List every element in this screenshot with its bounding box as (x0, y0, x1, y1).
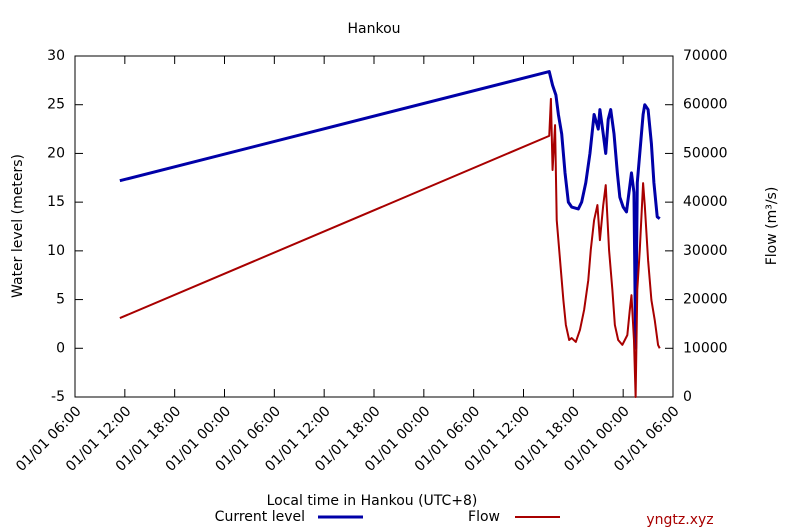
y2-tick-label: 10000 (683, 340, 728, 356)
y-tick-label: 30 (47, 48, 65, 64)
y2-tick-label: 30000 (683, 243, 728, 259)
y-tick-label: 5 (56, 292, 65, 308)
legend-label: Flow (468, 509, 500, 525)
y-tick-label: 25 (47, 97, 65, 113)
legend-label: Current level (215, 509, 305, 525)
y2-tick-label: 70000 (683, 48, 728, 64)
y2-tick-label: 50000 (683, 145, 728, 161)
y-tick-label: 20 (47, 145, 65, 161)
y-tick-label: 0 (56, 340, 65, 356)
y-tick-label: 10 (47, 243, 65, 259)
watermark: yngtz.xyz (646, 512, 713, 528)
plot-frame (74, 55, 674, 398)
y2-tick-label: 0 (683, 389, 692, 405)
y-tick-label: 15 (47, 194, 65, 210)
y2-tick-label: 20000 (683, 292, 728, 308)
x-axis-label: Local time in Hankou (UTC+8) (267, 493, 478, 509)
y2-axis-label: Flow (m³/s) (764, 187, 780, 266)
y2-tick-label: 40000 (683, 194, 728, 210)
chart-title: Hankou (347, 21, 400, 37)
y-axis-label: Water level (meters) (10, 154, 26, 298)
data-line (119, 70, 661, 350)
data-line (119, 97, 661, 398)
y2-tick-label: 60000 (683, 97, 728, 113)
y-tick-label: -5 (51, 389, 65, 405)
